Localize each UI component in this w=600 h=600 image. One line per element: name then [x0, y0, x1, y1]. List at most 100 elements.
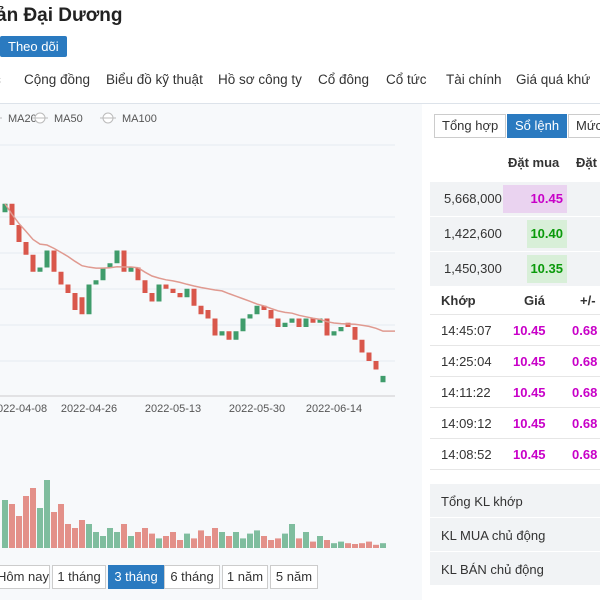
volume-bar [303, 532, 309, 548]
volume-bar [366, 541, 372, 548]
trade-cell: 0.68 [572, 447, 598, 462]
period-button[interactable]: 3 tháng [108, 565, 164, 589]
nav-link[interactable]: Cổ tức [386, 72, 427, 87]
candle-body [275, 318, 281, 327]
volume-bar [58, 504, 64, 548]
candle-body [205, 310, 211, 319]
volume-bar [30, 488, 36, 548]
candle-body [338, 327, 344, 332]
nav-link[interactable]: Cổ đông [318, 72, 370, 87]
candle-body [121, 250, 127, 272]
volume-bar [177, 540, 183, 548]
volume-bar [289, 524, 295, 548]
ma-line [4, 203, 395, 332]
volume-bar [9, 504, 15, 548]
trade-cell: 14:09:12 [441, 416, 492, 431]
candle-body [16, 225, 22, 242]
trade-cell: 10.45 [513, 385, 546, 400]
volume-bar [44, 480, 50, 548]
x-tick-label: 2022-06-14 [306, 403, 362, 415]
candle-body [114, 250, 120, 264]
follow-button[interactable]: Theo dõi [0, 36, 67, 57]
period-button[interactable]: Hôm nay [0, 565, 50, 589]
volume-bar [114, 532, 120, 548]
volume-bar [268, 540, 274, 548]
tab[interactable]: Tổng hợp [434, 114, 507, 138]
bid-volume: 5,668,000 [444, 191, 502, 206]
candle-body [373, 361, 379, 370]
period-button[interactable]: 1 tháng [52, 565, 106, 589]
volume-bar [240, 538, 246, 548]
x-tick-label: 2022-04-08 [0, 403, 47, 415]
trade-cell: 14:45:07 [441, 323, 492, 338]
volume-bar [163, 536, 169, 548]
volume-bar [324, 540, 330, 548]
volume-bar [65, 524, 71, 548]
period-button[interactable]: 5 năm [270, 565, 318, 589]
trade-cell: 14:08:52 [441, 447, 492, 462]
candle-body [282, 322, 288, 327]
volume-bar [331, 543, 337, 548]
bid-price: 10.40 [527, 220, 567, 248]
nav-link[interactable]: Tài chính [446, 72, 502, 87]
candle-body [142, 280, 148, 293]
tab[interactable]: Mức [568, 114, 600, 138]
volume-bar [2, 500, 8, 548]
period-button[interactable]: 6 tháng [164, 565, 220, 589]
period-button[interactable]: 1 năm [222, 565, 268, 589]
trade-cell: 0.68 [572, 416, 598, 431]
trade-cell: 10.45 [513, 323, 546, 338]
candle-body [331, 331, 337, 336]
trade-cell: 10.45 [513, 447, 546, 462]
bid-volume: 1,450,300 [444, 261, 502, 276]
candle-body [163, 284, 169, 289]
row-line [430, 438, 600, 439]
bid-row [430, 252, 600, 287]
tab[interactable]: Sổ lệnh [507, 114, 568, 138]
candle-body [79, 297, 85, 315]
volume-bar [86, 524, 92, 548]
volume-bar [254, 530, 260, 548]
volume-bar [359, 543, 365, 548]
volume-bar [100, 536, 106, 548]
nav-link[interactable]: Cộng đồng [24, 72, 91, 87]
candle-body [366, 352, 372, 361]
candle-body [93, 280, 99, 285]
volume-bar [23, 496, 29, 548]
volume-bar [198, 530, 204, 548]
nav-link[interactable]: Biểu đồ kỹ thuật [106, 72, 203, 87]
volume-bar [51, 512, 57, 548]
row-line [430, 469, 600, 470]
divider [0, 103, 600, 104]
volume-bar [352, 544, 358, 548]
candle-body [128, 267, 134, 272]
volume-bar [296, 538, 302, 548]
row-line [430, 407, 600, 408]
volume-bar [149, 533, 155, 548]
candle-body [212, 318, 218, 336]
volume-bar [107, 528, 113, 548]
header: +/- [580, 293, 596, 308]
candle-body [247, 314, 253, 319]
candle-body [198, 305, 204, 315]
volume-bar [282, 533, 288, 548]
candle-body [58, 271, 64, 285]
volume-bar [156, 538, 162, 548]
trade-cell: 0.68 [572, 323, 598, 338]
volume-bar [310, 541, 316, 548]
candle-body [44, 250, 50, 268]
summary-label: KL MUA chủ động [441, 528, 546, 543]
candle-body [156, 284, 162, 302]
nav-link[interactable]: Hồ sơ công ty [218, 72, 302, 87]
nav-link[interactable]: c [0, 72, 1, 87]
summary-row [430, 484, 600, 518]
row-line [430, 376, 600, 377]
candle-body [65, 284, 71, 293]
candle-body [233, 331, 239, 340]
volume-bar [247, 533, 253, 548]
nav-link[interactable]: Giá quá khứ [516, 72, 591, 87]
volume-bar [121, 524, 127, 548]
candle-body [37, 267, 43, 272]
candle-body [191, 288, 197, 306]
candle-body [30, 254, 36, 272]
